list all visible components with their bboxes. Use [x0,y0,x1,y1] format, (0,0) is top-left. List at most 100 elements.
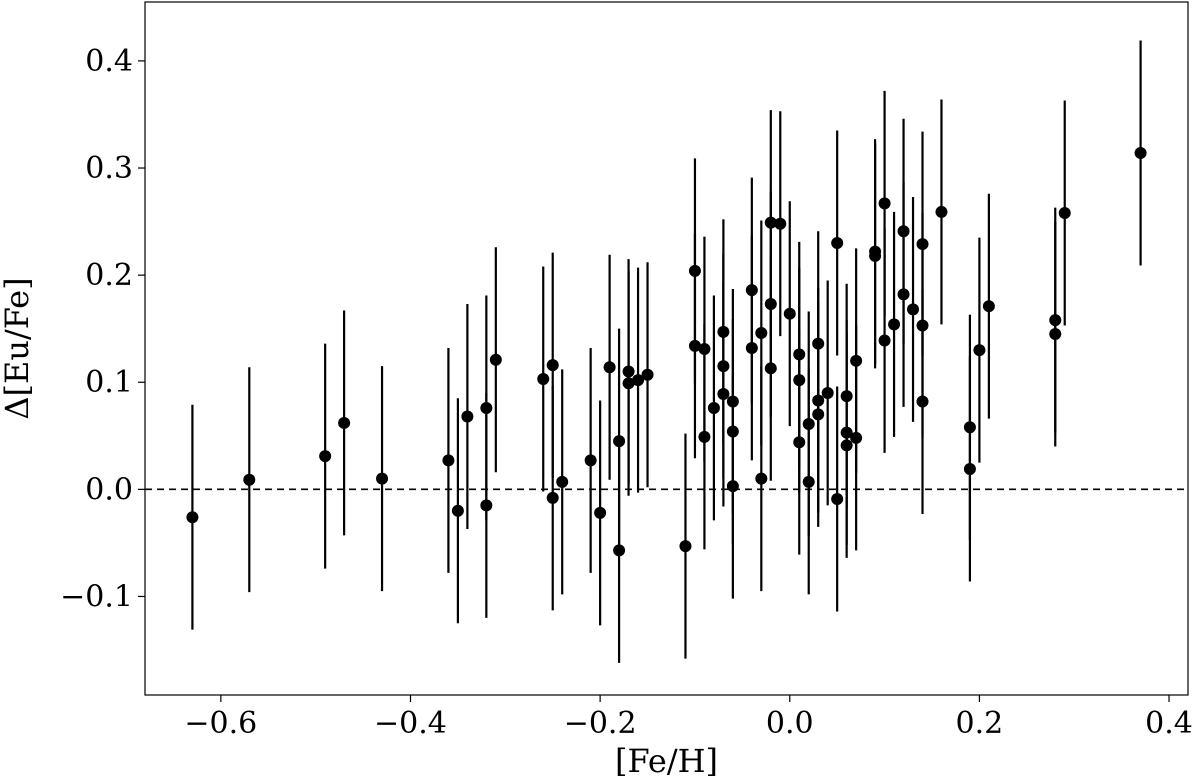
y-tick-label: 0.4 [85,44,133,79]
data-points [186,147,1147,557]
error-bars [191,40,1142,663]
data-point [698,430,711,443]
x-tick-label: −0.4 [374,706,447,741]
data-point [338,416,351,429]
data-point [878,197,891,210]
data-point [1058,207,1071,220]
x-axis-ticks: −0.6 −0.4 −0.2 0.0 0.2 0.4 [184,695,1193,741]
data-point [831,492,844,505]
data-point [888,318,901,331]
data-point [489,353,502,366]
data-point [963,421,976,434]
data-point [688,264,701,277]
data-point [451,504,464,517]
y-tick-label: −0.1 [60,579,133,614]
data-point [726,480,739,493]
data-point [916,395,929,408]
data-point [717,325,730,338]
data-point [774,217,787,230]
data-point [698,343,711,356]
data-point [897,225,910,238]
data-point [584,454,597,467]
data-point [688,339,701,352]
data-point [726,425,739,438]
data-point [793,348,806,361]
data-point [186,511,199,524]
data-point [537,373,550,386]
data-point [641,368,654,381]
data-point [764,362,777,375]
data-point [812,337,825,350]
data-point [973,344,986,357]
data-point [916,319,929,332]
data-point [745,341,758,354]
data-point [679,540,692,553]
data-point [717,360,730,373]
data-point [556,475,569,488]
data-point [840,390,853,403]
data-point [745,284,758,297]
data-point [755,326,768,339]
data-point [935,205,948,218]
plot-frame [144,1,1189,696]
data-point [764,298,777,311]
x-tick-label: 0.0 [766,706,814,741]
data-point [622,377,635,390]
data-point [461,410,474,423]
y-tick-label: 0.1 [85,365,133,400]
x-tick-label: −0.2 [564,706,637,741]
data-point [243,473,256,486]
y-axis-ticks: −0.1 0.0 0.1 0.2 0.3 0.4 [60,44,145,614]
x-axis-label: [Fe/H] [615,742,718,780]
data-point [897,288,910,301]
data-point [546,491,559,504]
data-point [1049,328,1062,341]
y-tick-label: 0.3 [85,151,133,186]
data-point [982,300,995,313]
data-point [594,506,607,519]
data-point [963,462,976,475]
y-tick-label: 0.2 [85,258,133,293]
data-point [1049,314,1062,327]
data-point [802,475,815,488]
data-point [376,472,389,485]
y-axis-label: Δ[Eu/Fe] [0,277,36,419]
data-point [442,454,455,467]
data-point [878,334,891,347]
data-point [603,361,616,374]
data-point [840,426,853,439]
data-point [793,374,806,387]
data-point [726,395,739,408]
x-tick-label: −0.6 [184,706,257,741]
data-point [1134,147,1147,160]
data-point [907,303,920,316]
data-point [802,418,815,431]
x-tick-label: 0.2 [956,706,1004,741]
data-point [717,388,730,401]
data-point [840,439,853,452]
data-point [613,435,626,448]
data-point [480,401,493,414]
data-point [764,216,777,229]
data-point [812,408,825,421]
data-point [821,386,834,399]
data-point [707,401,720,414]
x-tick-label: 0.4 [1145,706,1193,741]
y-tick-label: 0.0 [85,472,133,507]
data-point [831,236,844,249]
data-point [622,365,635,378]
data-point [546,359,559,372]
data-point [613,544,626,557]
data-point [632,374,645,387]
data-point [755,472,768,485]
data-point [793,436,806,449]
data-point [480,499,493,512]
data-point [850,354,863,367]
data-point [783,307,796,320]
data-point [812,394,825,407]
data-point [319,450,332,463]
data-point [850,431,863,444]
data-point [869,249,882,262]
data-point [916,238,929,251]
